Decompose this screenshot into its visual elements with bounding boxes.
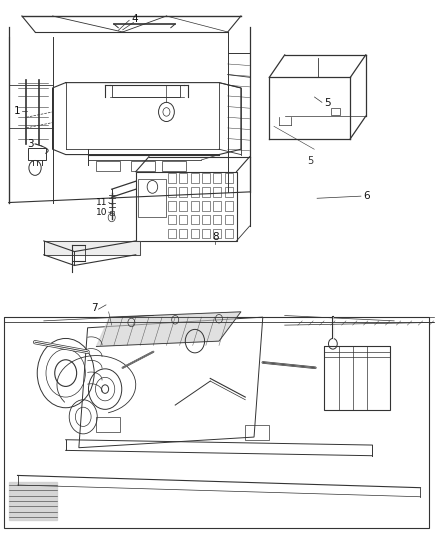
Bar [331,108,340,115]
Bar [225,215,233,224]
Bar [179,215,187,224]
Polygon shape [9,482,57,520]
Bar [179,173,187,183]
Bar [202,229,210,238]
Bar [168,201,176,211]
Bar [110,211,114,215]
Text: 6: 6 [364,191,371,201]
Bar [225,229,233,238]
Bar [191,187,198,197]
Polygon shape [44,241,140,255]
Bar [213,173,221,183]
Bar [138,179,166,216]
Text: 4: 4 [131,14,138,23]
Bar [179,187,187,197]
Text: 5: 5 [307,156,314,166]
Bar [112,85,180,97]
Polygon shape [96,312,241,346]
Bar [213,201,221,211]
Text: 5: 5 [324,99,331,108]
Bar [202,187,210,197]
Bar [213,215,221,224]
Bar [191,229,198,238]
Bar [191,201,198,211]
Bar [4,317,429,528]
Bar [179,229,187,238]
Bar [179,201,187,211]
Text: 1: 1 [13,106,20,116]
Bar [168,187,176,197]
Bar [162,161,186,171]
Bar [131,161,155,171]
Text: 3: 3 [27,139,34,149]
Text: 8: 8 [212,232,219,242]
Bar [168,229,176,238]
Bar [324,346,390,410]
Bar [96,161,120,171]
Bar [28,148,46,160]
Bar [96,417,120,432]
Bar [225,201,233,211]
Bar [202,173,210,183]
Bar [168,215,176,224]
Bar [213,187,221,197]
Bar [168,173,176,183]
Bar [213,229,221,238]
Text: 11: 11 [96,198,107,207]
Bar [191,173,198,183]
Bar [136,172,237,241]
Text: 7: 7 [91,303,98,313]
Bar [202,201,210,211]
Bar [225,187,233,197]
Bar [202,215,210,224]
Bar [191,215,198,224]
Bar [225,173,233,183]
Text: 10: 10 [96,208,107,216]
Bar [245,425,269,440]
